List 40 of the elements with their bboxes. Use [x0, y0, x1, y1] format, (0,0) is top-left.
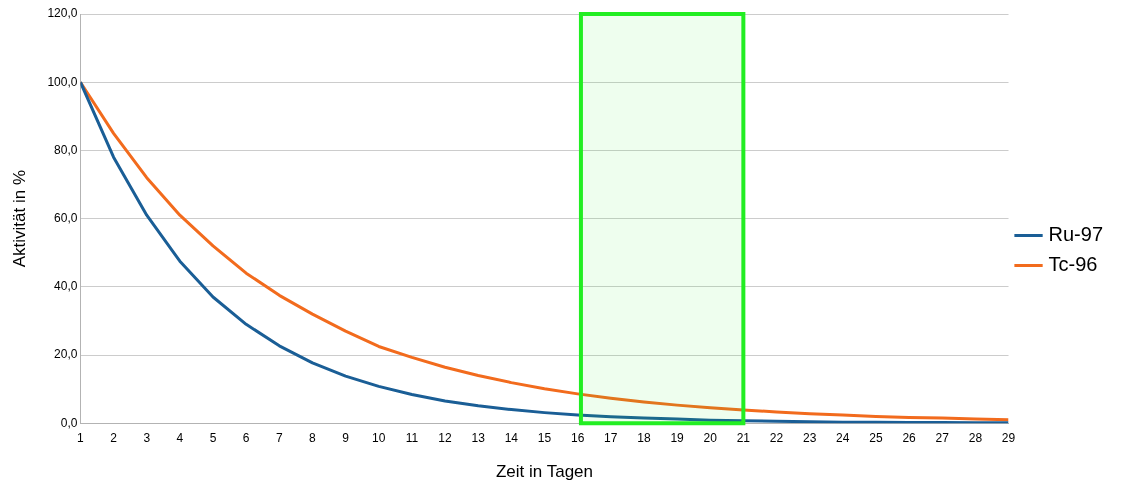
x-tick-label: 6: [242, 430, 250, 445]
x-axis-title: Zeit in Tagen: [495, 462, 593, 482]
x-tick-label: 19: [670, 430, 685, 445]
x-tick-label: 12: [438, 430, 453, 445]
x-tick-label: 16: [570, 430, 585, 445]
x-tick-label: 17: [604, 430, 618, 445]
x-tick-label: 5: [209, 430, 217, 445]
y-tick-label: 60,0: [54, 210, 78, 225]
y-axis-title: Aktivität in %: [9, 169, 29, 268]
x-tick-label: 11: [405, 430, 419, 445]
x-tick-label: 21: [736, 430, 751, 445]
y-tick-label: 40,0: [54, 279, 78, 294]
y-tick-label: 0,0: [60, 415, 78, 430]
x-tick-label: 22: [769, 430, 784, 445]
legend-label: Tc-96: [1048, 253, 1098, 276]
x-tick-label: 10: [372, 430, 386, 445]
x-tick-label: 20: [703, 430, 718, 445]
x-tick-label: 1: [77, 430, 85, 445]
x-tick-label: 3: [143, 430, 151, 445]
legend-label: Ru-97: [1048, 223, 1104, 246]
x-tick-label: 29: [1001, 430, 1016, 445]
y-tick-label: 20,0: [54, 347, 78, 362]
x-tick-label: 27: [935, 430, 950, 445]
x-tick-label: 28: [968, 430, 983, 445]
x-tick-label: 7: [275, 430, 283, 445]
y-tick-label: 120,0: [47, 6, 78, 21]
x-tick-label: 9: [342, 430, 350, 445]
y-tick-label: 80,0: [54, 142, 78, 157]
x-tick-label: 24: [836, 430, 850, 445]
x-tick-label: 15: [537, 430, 552, 445]
x-tick-label: 4: [176, 430, 184, 445]
x-tick-label: 2: [110, 430, 118, 445]
x-tick-label: 14: [504, 430, 519, 445]
x-tick-label: 23: [802, 430, 817, 445]
x-tick-label: 13: [471, 430, 486, 445]
x-tick-label: 18: [637, 430, 651, 445]
x-tick-label: 26: [902, 430, 917, 445]
y-tick-label: 100,0: [47, 74, 78, 89]
x-tick-label: 8: [309, 430, 317, 445]
x-tick-label: 25: [869, 430, 883, 445]
